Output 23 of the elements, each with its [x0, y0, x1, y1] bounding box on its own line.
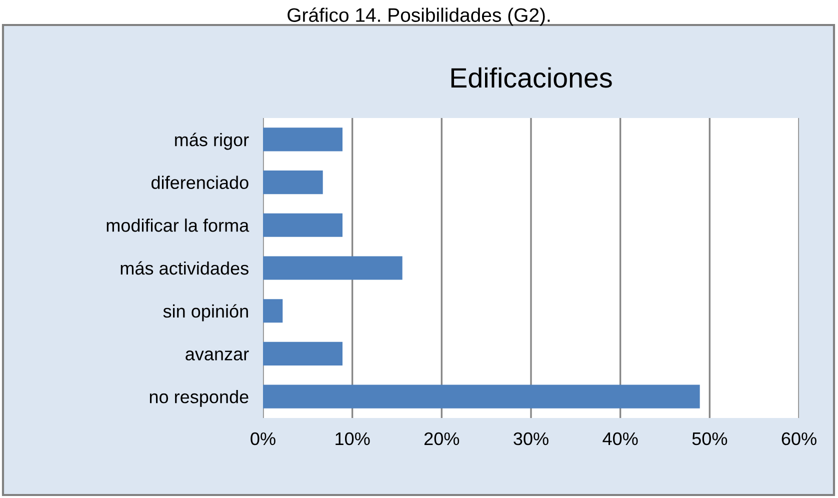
bar	[263, 170, 323, 194]
y-tick-label: modificar la forma	[106, 218, 250, 232]
y-tick-label: más actividades	[120, 261, 248, 275]
bar	[263, 256, 402, 280]
x-tick-label: 40%	[602, 432, 638, 446]
chart-title: Edificaciones	[451, 67, 612, 88]
bar	[263, 342, 343, 366]
bar	[263, 384, 700, 408]
y-tick-label: avanzar	[186, 350, 249, 360]
x-tick-label: 10%	[336, 432, 370, 446]
x-tick-label: 50%	[692, 432, 728, 446]
text: Gráfico 14. Posibilidades (G2).	[288, 7, 550, 26]
y-tick-label: diferenciado	[152, 176, 248, 190]
x-tick-label: 0%	[250, 432, 276, 446]
x-tick-label: 20%	[424, 432, 460, 446]
x-tick-label: 30%	[514, 432, 548, 446]
bar	[263, 213, 343, 237]
bar	[263, 128, 343, 152]
x-tick-label: 60%	[782, 432, 816, 446]
y-tick-label: no responde	[150, 390, 248, 407]
bar	[263, 299, 283, 323]
y-tick-label: más rigor	[175, 132, 249, 150]
y-tick-label: sin opinión	[163, 304, 248, 322]
